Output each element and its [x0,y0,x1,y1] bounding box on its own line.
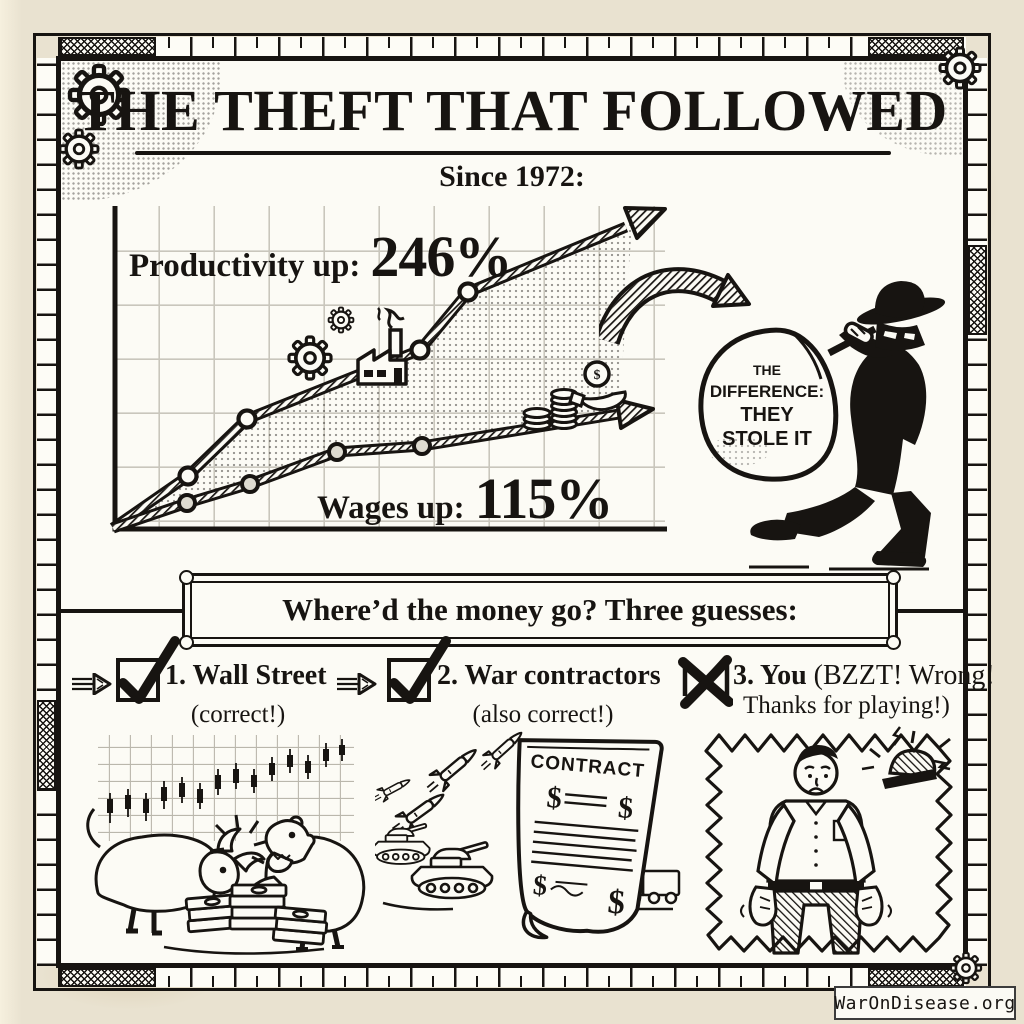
guess-3-note-line1: (BZZT! Wrong! [813,660,995,691]
guess-1-note: (correct!) [190,701,286,728]
money-sack: THE DIFFERENCE: THEY STOLE IT [698,325,877,482]
cash-stacks [184,883,329,946]
war-contractors-illustration: CONTRACT $ $ $ $ [375,725,681,940]
guess-1-number: 1. [165,660,186,691]
ground-line [163,945,325,955]
bag-text-line: DIFFERENCE: [710,382,824,401]
check-icon [389,636,451,704]
dollar-glyph: $ [545,781,563,815]
signature-squiggle [550,885,584,897]
corner-gear-top-right [938,46,982,90]
thief-illustration: THE DIFFERENCE: THEY STOLE IT [698,281,946,571]
banner-inner-border [190,581,890,639]
outer-frame-border [33,33,991,991]
productivity-line [109,206,667,533]
arrow-icon [70,673,112,695]
productivity-wages-chart: $ [109,206,667,534]
bag-text-line: THE [753,362,781,378]
arrow-icon [335,673,377,695]
banner-corner-dot [179,570,194,585]
sad-man [740,745,892,955]
productivity-label-text: Productivity up: [129,248,361,284]
guess-3-label: 3. You (BZZT! Wrong! [733,660,995,692]
wages-label: Wages up: 115% [317,465,614,532]
border-band-right [968,58,987,966]
contract-lines [531,793,639,886]
crosshatch-block [60,37,156,56]
ground-shadow [749,565,929,571]
gear-icon [327,306,355,334]
gap-to-thief-arrow [599,267,751,346]
question-banner: Where’d the money go? Three guesses: [179,570,901,650]
x-mark-icon [678,655,733,709]
guess-2-title: War contractors [464,660,661,691]
impact-star [209,814,269,865]
watermark-text: WarOnDisease.org [834,992,1016,1014]
productivity-label: Productivity up: 246% [129,223,512,290]
guess-2-number: 2. [437,660,458,691]
border-band-bottom [58,968,966,987]
guess-2-note: (also correct!) [472,701,614,728]
bull [86,808,266,936]
torn-paper-edge [0,0,26,1024]
guess-3-note-line2: Thanks for playing!) [743,692,950,719]
pocket-lining [748,885,778,927]
wages-line [111,398,655,534]
check-icon [118,636,180,704]
banner-corner-dot [886,635,901,650]
guess-2-label: 2. War contractors [437,660,661,692]
tank-icon [375,822,431,865]
pocket-lining [854,885,884,927]
factory-icon [356,307,408,386]
poster-content: THE THEFT THAT FOLLOWED Since 1972: [58,61,995,963]
crosshatch-block [868,37,964,56]
guess-3-number: 3. [733,660,754,691]
dollar-glyph: $ [532,870,549,902]
title-underline [135,151,891,155]
guess-3-title: You [759,660,807,691]
crosshatch-block [37,700,56,790]
border-band-left [37,58,56,966]
productivity-value: 246% [370,224,512,289]
crosshatch-block [968,245,987,335]
missile-icon [420,740,484,800]
banner-text: Where’d the money go? Three guesses: [282,592,798,627]
border-band-top [58,37,966,56]
crosshatch-block [60,968,156,987]
wages-label-text: Wages up: [317,490,465,526]
wages-markers [177,436,432,513]
gear-icon [287,335,333,381]
thief-hand-loot [843,321,874,346]
wages-value: 115% [474,466,614,531]
guess-1-title: Wall Street [192,660,327,691]
page-title: THE THEFT THAT FOLLOWED [76,78,948,143]
wall-street-illustration [86,735,366,955]
dollar-glyph: $ [617,791,635,825]
empty-pockets-illustration [704,726,953,955]
alarm-siren-icon [861,726,951,789]
candlestick-chart [107,739,345,823]
banner-corner-dot [179,635,194,650]
banner-corner-dot [886,570,901,585]
stock-chart-grid [98,735,354,841]
productivity-markers [177,281,479,487]
watermark-badge: WarOnDisease.org [834,986,1016,1020]
missile-icon [375,773,414,806]
dollar-glyph: $ [606,884,626,922]
bag-text-line: THEY [740,404,794,426]
zigzag-border [704,733,953,953]
chart-subtitle: Since 1972: [439,160,585,193]
bag-text-line: STOLE IT [722,428,812,450]
contract-document: CONTRACT $ $ $ $ [516,738,664,940]
dollar-glyph: $ [594,368,601,383]
guess-1-label: 1. Wall Street [165,660,327,692]
hand-coin-icon: $ [568,360,627,412]
